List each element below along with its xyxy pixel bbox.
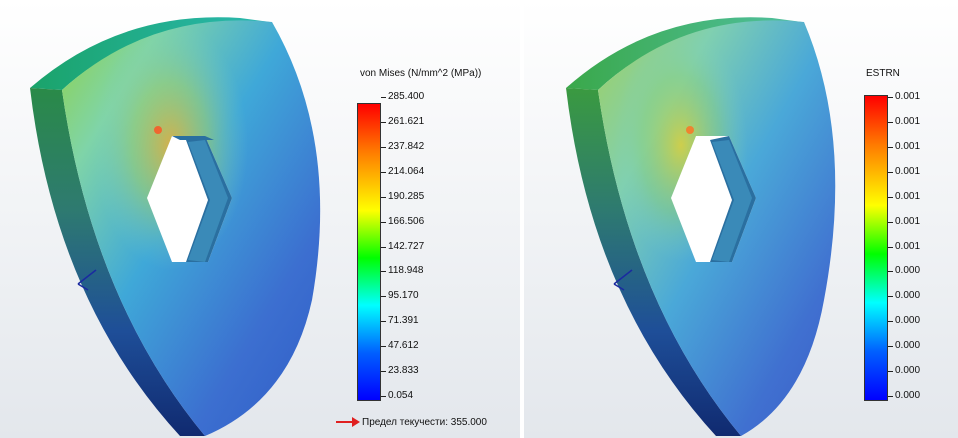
legend-tick-mark [888, 271, 893, 273]
legend-tick-label: 0.001 [895, 140, 921, 152]
legend-tick-label: 95.170 [388, 290, 419, 302]
axis-triad-icon [613, 269, 633, 291]
yield-arrow-icon [336, 417, 360, 427]
legend-tick-label: 0.000 [895, 390, 921, 401]
legend-tick-mark [381, 246, 386, 248]
legend-tick-label: 0.000 [895, 265, 921, 277]
legend-tick-mark [888, 346, 893, 348]
legend-tick-mark [381, 196, 386, 198]
legend-tick-label: 23.833 [388, 365, 419, 377]
legend-tick-label: 71.391 [388, 315, 419, 327]
legend-tick-mark [381, 321, 386, 323]
legend-tick-label: 0.001 [895, 190, 921, 202]
legend-tick-label: 0.001 [895, 91, 921, 102]
stress-model-view[interactable] [0, 0, 340, 438]
legend-tick-mark [381, 371, 386, 373]
legend-tick-label: 190.285 [388, 190, 425, 202]
legend-tick-label: 47.612 [388, 340, 419, 352]
legend-tick-label: 118.948 [388, 265, 424, 277]
legend-tick-mark [381, 146, 386, 148]
legend-tick-label: 142.727 [388, 240, 425, 252]
legend-tick-label: 0.001 [895, 240, 921, 252]
von-mises-panel: von Mises (N/mm^2 (MPa)) 285.400 261.621 2… [0, 0, 520, 438]
legend-tick-label: 0.000 [895, 340, 921, 352]
legend-tick-mark [381, 171, 386, 173]
legend-tick-label: 0.001 [895, 215, 921, 227]
legend-tick-label: 0.000 [895, 365, 921, 377]
legend-tick-label: 214.064 [388, 165, 425, 177]
strain-model-view[interactable] [524, 0, 844, 438]
legend-tick-label: 0.001 [895, 165, 921, 177]
legend-tick-label: 237.842 [388, 140, 425, 152]
legend-tick-mark [888, 196, 893, 198]
legend-tick-mark [381, 121, 386, 123]
legend-tick-mark [888, 221, 893, 223]
legend-tick-label: 166.506 [388, 215, 425, 227]
legend-tick-label: 285.400 [388, 91, 425, 102]
legend-title: von Mises (N/mm^2 (MPa)) [360, 68, 482, 79]
legend-tick-mark [888, 246, 893, 248]
legend-tick-label: 261.621 [388, 115, 425, 127]
legend-title: ESTRN [866, 68, 900, 79]
legend-tick-mark [888, 121, 893, 123]
yield-strength-label: Предел текучести: 355.000 [362, 417, 487, 428]
legend-tick-mark [381, 271, 386, 273]
legend-tick-mark [888, 371, 893, 373]
strain-panel: ESTRN 0.001 0.001 0.001 0.001 0.001 0.001 0.00… [524, 0, 958, 438]
axis-triad-icon [77, 269, 97, 291]
legend-tick-label: 0.000 [895, 290, 921, 302]
legend-tick-mark [888, 296, 893, 298]
legend-tick-mark [888, 171, 893, 173]
legend-tick-label: 0.054 [388, 390, 414, 401]
legend-tick-mark [381, 346, 386, 348]
legend-tick-mark [381, 396, 386, 397]
legend-tick-label: 0.000 [895, 315, 921, 327]
color-scale-bar [864, 95, 888, 401]
legend-tick-mark [381, 296, 386, 298]
legend-tick-mark [381, 97, 386, 98]
legend-tick-mark [888, 97, 893, 98]
legend-tick-mark [888, 396, 893, 397]
legend-tick-label: 0.001 [895, 115, 921, 127]
color-scale-bar [357, 103, 381, 401]
legend-tick-mark [381, 221, 386, 223]
legend-tick-mark [888, 321, 893, 323]
legend-tick-mark [888, 146, 893, 148]
